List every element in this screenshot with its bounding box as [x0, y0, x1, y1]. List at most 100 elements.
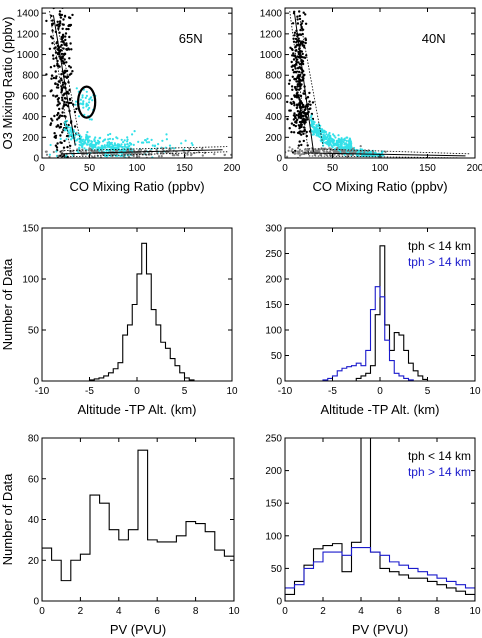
scatter-point — [298, 148, 302, 151]
histogram-bar — [128, 325, 133, 381]
scatter-point — [122, 155, 125, 158]
scatter-point — [71, 70, 74, 73]
scatter-point — [296, 44, 299, 47]
scatter-point — [56, 118, 59, 121]
scatter-point — [348, 145, 352, 148]
y-tick-label: 800 — [265, 71, 282, 82]
histogram-bar — [215, 550, 225, 601]
histogram-step-black — [88, 242, 195, 381]
scatter-point — [264, 148, 266, 150]
scatter-point — [138, 155, 141, 158]
x-tick-label: 6 — [396, 606, 402, 617]
scatter-point — [86, 131, 89, 134]
scatter-point — [111, 138, 114, 141]
scatter-point — [74, 134, 77, 137]
scatter-point — [88, 139, 91, 142]
scatter-point — [293, 65, 296, 68]
scatter-point — [337, 153, 340, 157]
scatter-point — [56, 142, 59, 145]
histogram-bar — [394, 373, 399, 381]
x-tick-label: 8 — [434, 606, 440, 617]
reference-line-dotted — [289, 11, 310, 155]
scatter-point — [67, 16, 71, 19]
plot-area — [264, 8, 471, 158]
scatter-point — [296, 85, 299, 88]
scatter-point — [297, 70, 301, 74]
histogram-bar — [100, 503, 110, 601]
scatter-point — [107, 133, 110, 136]
scatter-point — [312, 133, 315, 136]
scatter-point — [70, 131, 73, 134]
scatter-point — [50, 35, 53, 38]
scatter-point — [328, 134, 331, 137]
scatter-point — [292, 101, 296, 105]
y-tick-label: 20 — [28, 556, 40, 567]
histogram-bar — [390, 562, 400, 601]
histogram-bar — [456, 585, 466, 601]
histogram-bar — [109, 530, 119, 601]
histogram-bar — [437, 578, 447, 601]
scatter-point — [340, 139, 343, 142]
scatter-point — [363, 149, 367, 152]
legend-entry: tph > 14 km — [408, 465, 471, 479]
scatter-point — [70, 48, 73, 51]
scatter-point — [299, 42, 303, 45]
histogram-bar — [375, 315, 380, 381]
histogram-bar — [304, 568, 314, 601]
scatter-point — [297, 114, 300, 117]
scatter-point — [59, 122, 63, 126]
scatter-point — [311, 101, 315, 104]
histogram-bar — [404, 350, 409, 381]
histogram-bar — [138, 450, 148, 601]
scatter-point — [84, 96, 87, 99]
scatter-point — [137, 149, 140, 152]
histogram-bar — [166, 348, 171, 381]
x-axis-title: Altitude -TP Alt. (km) — [78, 402, 197, 417]
scatter-point — [292, 114, 296, 117]
scatter-point — [90, 118, 93, 121]
scatter-point — [325, 137, 328, 141]
y-tick-label: 150 — [265, 499, 282, 510]
histogram-bar — [428, 575, 438, 601]
scatter-point — [317, 135, 320, 138]
histogram-bar — [170, 359, 175, 381]
scatter-point — [306, 118, 309, 121]
scatter-point — [296, 22, 300, 25]
x-tick-label: -5 — [328, 386, 337, 397]
y-tick-label: 60 — [28, 474, 40, 485]
scatter-point — [150, 138, 153, 141]
scatter-point — [304, 13, 307, 16]
scatter-point — [116, 149, 119, 152]
scatter-point — [302, 126, 306, 129]
scatter-point — [81, 96, 84, 99]
plot-area — [322, 245, 429, 381]
scatter-point — [57, 97, 60, 100]
scatter-point — [147, 141, 151, 144]
scatter-point — [65, 134, 69, 138]
scatter-point — [133, 152, 136, 155]
scatter-point — [90, 145, 93, 148]
scatter-point — [68, 73, 72, 76]
histogram-bar — [342, 368, 347, 381]
legend-entry: tph < 14 km — [408, 449, 471, 463]
scatter-point — [109, 150, 112, 153]
x-tick-label: -5 — [85, 386, 94, 397]
scatter-point — [292, 123, 296, 127]
scatter-point — [345, 139, 348, 142]
x-tick-label: -10 — [35, 386, 50, 397]
scatter-point — [335, 140, 338, 143]
scatter-point — [63, 15, 67, 18]
scatter-point — [128, 144, 131, 147]
scatter-point — [63, 139, 66, 143]
y-tick-label: 100 — [22, 275, 39, 286]
scatter-point — [85, 133, 88, 136]
scatter-point — [133, 130, 136, 133]
scatter-point — [341, 140, 344, 143]
scatter-point — [292, 118, 296, 121]
scatter-point — [85, 94, 88, 97]
scatter-point — [332, 139, 336, 142]
y-tick-label: 150 — [22, 224, 39, 235]
scatter-point — [351, 153, 354, 156]
